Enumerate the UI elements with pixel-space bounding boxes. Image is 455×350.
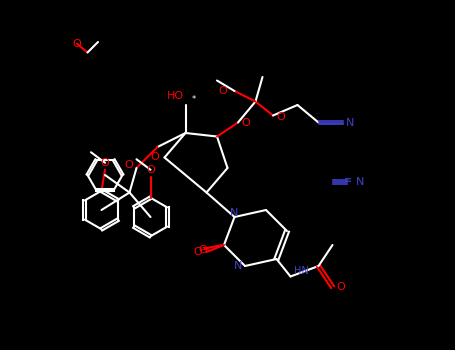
Text: ≡: ≡ bbox=[344, 175, 352, 185]
Text: HN: HN bbox=[294, 266, 309, 276]
Text: N: N bbox=[346, 118, 354, 127]
Text: O: O bbox=[193, 247, 202, 257]
Text: *: * bbox=[192, 95, 197, 104]
Text: O: O bbox=[124, 160, 133, 169]
Text: O: O bbox=[101, 158, 109, 168]
Text: N: N bbox=[356, 177, 365, 187]
Text: O: O bbox=[151, 153, 159, 162]
Text: N: N bbox=[234, 261, 242, 271]
Text: =: = bbox=[201, 244, 211, 254]
Text: N: N bbox=[230, 209, 239, 218]
Text: O: O bbox=[219, 86, 228, 96]
Text: O: O bbox=[242, 118, 250, 127]
Text: O: O bbox=[277, 112, 285, 122]
Text: O: O bbox=[146, 165, 155, 175]
Text: HO: HO bbox=[167, 91, 184, 101]
Text: O: O bbox=[336, 282, 345, 292]
Text: O: O bbox=[73, 39, 81, 49]
Text: O: O bbox=[199, 245, 207, 255]
